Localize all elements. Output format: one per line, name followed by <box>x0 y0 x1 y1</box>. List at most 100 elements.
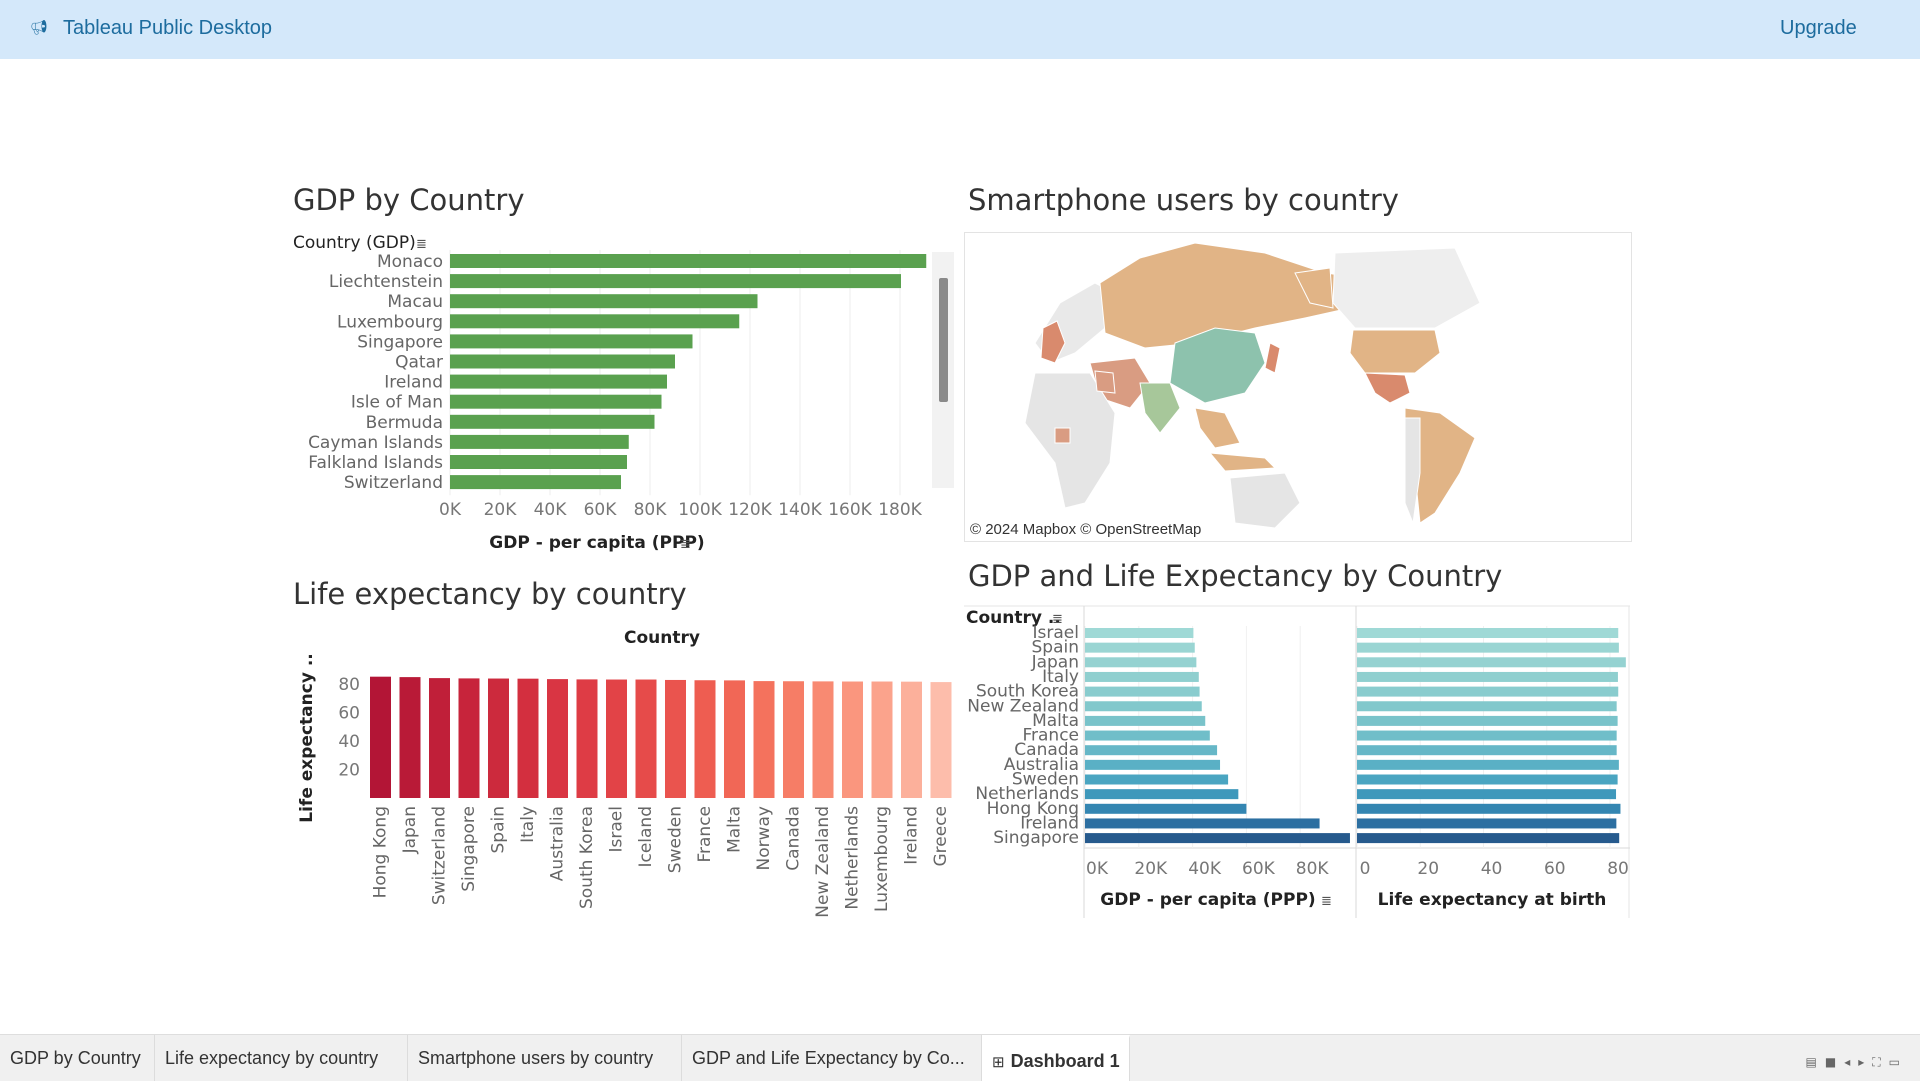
life-country-label: Italy <box>518 806 538 843</box>
combo-gdp-bar[interactable] <box>1085 701 1202 712</box>
combo-life-bar[interactable] <box>1357 715 1618 726</box>
combo-gdp-bar[interactable] <box>1085 745 1218 756</box>
upgrade-link[interactable]: Upgrade <box>1780 17 1857 39</box>
combo-gdp-bar[interactable] <box>1085 671 1199 682</box>
gdp-bar[interactable] <box>450 434 629 449</box>
life-bar[interactable] <box>665 679 686 798</box>
life-chart[interactable]: Country Life expectancy .. 20 40 60 80 Hong Ko… <box>290 620 960 920</box>
combo-life-tick-label: 60 <box>1544 859 1566 879</box>
life-bar[interactable] <box>429 678 450 798</box>
tab-gdp-by-country[interactable]: GDP by Country <box>0 1035 155 1081</box>
combo-gdp-bar[interactable] <box>1085 818 1320 829</box>
gdp-bar[interactable] <box>450 455 627 469</box>
combo-gdp-bar[interactable] <box>1085 730 1210 741</box>
combo-life-bar[interactable] <box>1357 657 1626 668</box>
combo-life-bar[interactable] <box>1357 730 1617 741</box>
gdp-bar[interactable] <box>450 394 662 409</box>
life-bar[interactable] <box>842 681 863 798</box>
combo-country-label: France <box>1022 726 1079 746</box>
gdp-bar[interactable] <box>450 414 655 429</box>
combo-gdp-bar[interactable] <box>1085 789 1239 800</box>
combo-life-bar[interactable] <box>1357 833 1620 844</box>
life-tick-label: 80 <box>338 675 360 695</box>
gdp-bar[interactable] <box>450 294 758 309</box>
map-attribution[interactable]: © 2024 Mapbox © OpenStreetMap <box>970 521 1202 538</box>
combo-life-bar[interactable] <box>1357 745 1617 756</box>
tab-controls: ▤■◂▸⛶▭ <box>1806 1055 1909 1070</box>
sheet-tab-bar: GDP by Country Life expectancy by countr… <box>0 1034 1920 1081</box>
combo-gdp-bar[interactable] <box>1085 803 1247 814</box>
life-bar[interactable] <box>901 681 922 798</box>
life-bar[interactable] <box>370 676 391 798</box>
combo-gdp-bar[interactable] <box>1085 657 1197 668</box>
combo-life-bar[interactable] <box>1357 686 1619 697</box>
combo-life-bar[interactable] <box>1357 789 1617 800</box>
gdp-country-label: Cayman Islands <box>308 433 443 453</box>
life-bar[interactable] <box>871 681 893 798</box>
life-bar[interactable] <box>517 678 539 798</box>
combo-chart[interactable]: Country ..≣0K 20K 40K 60K 80K 0 20 40 60 80Israel… <box>964 600 1634 920</box>
combo-gdp-bar[interactable] <box>1085 774 1229 785</box>
combo-life-bar[interactable] <box>1357 671 1618 682</box>
gdp-bar[interactable] <box>450 254 927 268</box>
life-bar[interactable] <box>635 679 657 798</box>
life-bar[interactable] <box>547 679 568 798</box>
life-country-label: Japan <box>400 806 420 854</box>
combo-life-bar[interactable] <box>1357 759 1619 770</box>
life-country-label: Singapore <box>459 806 479 892</box>
combo-life-bar[interactable] <box>1357 628 1619 638</box>
gdp-country-label: Qatar <box>395 353 443 373</box>
life-bar[interactable] <box>694 680 716 798</box>
life-bar[interactable] <box>812 681 834 798</box>
gdp-axis-title: GDP - per capita (PPP) <box>489 533 704 553</box>
combo-life-bar[interactable] <box>1357 642 1619 653</box>
tab-gdp-and-life[interactable]: GDP and Life Expectancy by Co... <box>682 1035 982 1081</box>
combo-life-tick-label: 20 <box>1417 859 1439 879</box>
gdp-bar[interactable] <box>450 334 693 349</box>
scrollbar-thumb[interactable] <box>939 278 948 402</box>
life-bar[interactable] <box>488 678 509 798</box>
presentation-mode-icon[interactable]: ▭ <box>1888 1055 1908 1069</box>
gdp-tick-label: 0K <box>439 500 462 520</box>
gdp-bar[interactable] <box>450 274 901 289</box>
combo-gdp-bar[interactable] <box>1085 628 1194 638</box>
gdp-country-label: Switzerland <box>344 473 443 493</box>
tab-smartphone-users[interactable]: Smartphone users by country <box>408 1035 682 1081</box>
life-bar[interactable] <box>783 681 804 798</box>
life-bar[interactable] <box>930 682 952 798</box>
gdp-bar[interactable] <box>450 475 621 490</box>
map-canvas[interactable] <box>965 233 1631 541</box>
fullscreen-icon[interactable]: ⛶ <box>1872 1055 1889 1069</box>
combo-gdp-bar[interactable] <box>1085 642 1195 653</box>
show-filmstrip-icon[interactable]: ■ <box>1824 1055 1845 1069</box>
combo-life-bar[interactable] <box>1357 818 1617 829</box>
gdp-chart-title: GDP by Country <box>293 183 525 217</box>
gdp-bar[interactable] <box>450 374 667 389</box>
show-sheet-sorter-icon[interactable]: ▤ <box>1805 1055 1825 1069</box>
life-bar[interactable] <box>576 679 598 798</box>
life-bar[interactable] <box>399 677 421 798</box>
life-country-label: Ireland <box>902 806 922 865</box>
combo-gdp-bar[interactable] <box>1085 759 1221 770</box>
gdp-bar[interactable] <box>450 354 675 369</box>
combo-country-label: Ireland <box>1020 813 1079 833</box>
combo-life-bar[interactable] <box>1357 701 1617 712</box>
tab-dashboard-1[interactable]: ⊞ Dashboard 1 <box>982 1035 1130 1081</box>
combo-gdp-bar[interactable] <box>1085 715 1206 726</box>
combo-gdp-bar[interactable] <box>1085 833 1350 844</box>
combo-gdp-bar[interactable] <box>1085 686 1200 697</box>
gdp-chart[interactable]: Country (GDP) ≣0K 20K 40K 60K 80K 100K 120K 140K… <box>290 228 960 558</box>
sort-icon: ≣ <box>1321 894 1332 909</box>
next-sheet-icon[interactable]: ▸ <box>1858 1055 1873 1069</box>
life-bar[interactable] <box>724 680 745 798</box>
combo-life-bar[interactable] <box>1357 774 1618 785</box>
previous-sheet-icon[interactable]: ◂ <box>1844 1055 1859 1069</box>
life-bar[interactable] <box>606 679 627 798</box>
combo-life-tick-label: 0 <box>1360 859 1371 879</box>
tab-life-expectancy[interactable]: Life expectancy by country <box>155 1035 408 1081</box>
combo-life-bar[interactable] <box>1357 803 1621 814</box>
smartphone-map[interactable]: © 2024 Mapbox © OpenStreetMap <box>964 232 1632 542</box>
life-bar[interactable] <box>458 678 480 798</box>
life-bar[interactable] <box>753 681 775 798</box>
gdp-bar[interactable] <box>450 314 740 329</box>
